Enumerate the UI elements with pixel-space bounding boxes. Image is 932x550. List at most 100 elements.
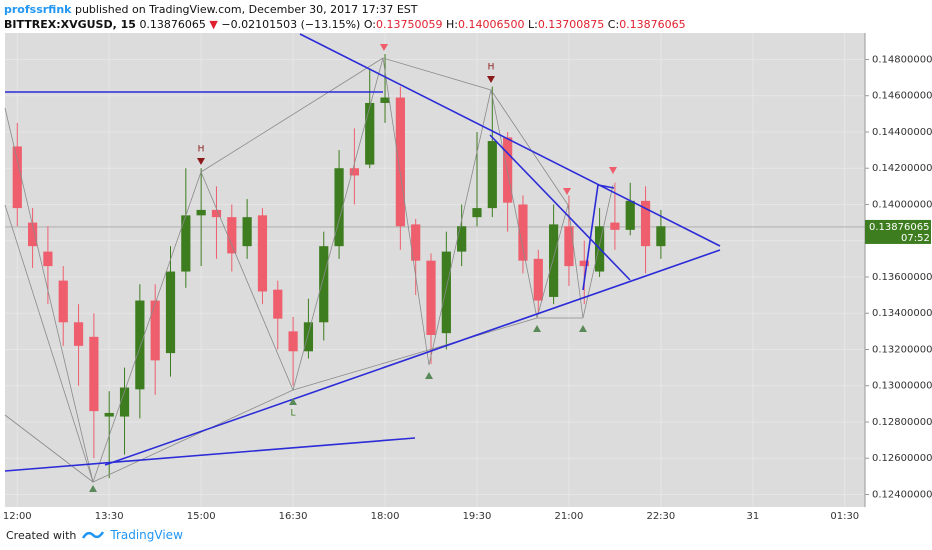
candle-body [349,168,359,176]
y-tick-label: 0.14200000 [872,163,932,174]
y-tick-label: 0.13400000 [872,308,932,319]
x-tick-label: 21:00 [555,511,584,522]
candle-body [288,331,298,352]
y-tick-label: 0.13000000 [872,381,932,392]
marker [609,167,617,174]
h: 0.14006500 [457,18,525,31]
candle-body [303,322,314,352]
y-tick-label: 0.13600000 [872,272,932,283]
marker [289,398,297,405]
x-tick-label: 19:30 [463,511,492,522]
y-tick-label: 0.12600000 [872,453,932,464]
candle-body [549,224,559,297]
marker [89,485,97,492]
candle-body [211,209,222,218]
candle-body [104,412,114,417]
o-label: O: [363,18,377,31]
candle-body [564,226,574,267]
x-tick-label: 31 [746,511,759,522]
x-tick-label: 01:30 [830,511,859,522]
l: 0.13700875 [537,18,605,31]
change: −0.02101503 (−13.15%) [221,18,361,31]
trend-line [582,184,615,291]
o: 0.13750059 [376,18,443,31]
candle-body [518,204,528,261]
candle-body [227,217,237,254]
candle-body [89,336,99,412]
y-tick-label: 0.13200000 [872,344,932,355]
candle-body [27,222,38,247]
candle-body [656,226,666,247]
candle-body [625,200,635,230]
candle-body [472,208,482,218]
x-tick-label: 15:00 [187,511,216,522]
candle-body [165,271,176,354]
candle-body [73,322,84,346]
x-tick-label: 12:00 [3,511,32,522]
zigzag [4,317,583,483]
candle-body [441,251,451,334]
candle-body [395,97,405,227]
candle-body [457,226,467,252]
header-line-1: profssrfink published on TradingView.com… [4,2,686,17]
candle-body [58,280,68,323]
y-tick-label: 0.14800000 [872,54,932,65]
drawings [4,33,721,492]
x-tick-label: 22:30 [646,511,675,522]
annotation: L [290,409,295,419]
candle-body [150,300,160,361]
zigzag [4,57,614,484]
candle-body [334,168,344,247]
candle-body [610,222,620,230]
last-price-box [865,219,931,244]
l-label: L: [527,18,538,31]
zigzag [200,57,569,206]
marker [563,188,571,195]
candle-body [503,137,513,203]
published: published on TradingView.com, December 3… [74,3,418,16]
arrow: ▼ [209,18,218,31]
c-label: C: [607,18,620,31]
zigzag [4,107,94,483]
candle-body [533,258,543,301]
marker [579,325,587,332]
trend-line [104,249,721,466]
y-tick-label: 0.14400000 [872,127,932,138]
h-label: H: [446,18,458,31]
marker [197,158,205,165]
candle-body [579,260,589,267]
last: 0.13876065 [139,18,206,31]
chart: H H L 0.148000000.146000000.144000000.14… [3,33,932,522]
annotation: H [488,63,495,73]
header-line-2: BITTREX:XVGUSD, 15 0.13876065 ▼ −0.02101… [4,17,686,32]
y-tick-label: 0.12800000 [872,417,932,428]
marker [380,44,388,51]
trend-line [299,33,721,247]
candle-body [487,141,497,209]
grid [5,33,865,507]
y-tick-label: 0.14600000 [872,91,932,102]
created-with: Created with [6,528,77,542]
brand[interactable]: TradingView [110,528,183,542]
candle-body [119,387,130,417]
author[interactable]: profssrfink [4,3,72,16]
countdown: 07:52 [901,233,930,244]
x-tick-label: 13:30 [95,511,124,522]
candle-body [135,300,145,390]
candle-body [257,215,268,292]
candle-body [273,289,283,319]
candle-body [426,260,436,335]
c: 0.13876065 [619,18,686,31]
candle-body [411,224,421,261]
marker [487,76,495,83]
y-tick-label: 0.14000000 [872,199,932,210]
annotation: H [198,145,205,155]
trend-line [4,437,416,472]
y-tick-label: 0.12400000 [872,489,932,500]
candle-body [365,102,375,165]
candle-body [12,146,22,209]
symbol: BITTREX:XVGUSD, 15 [4,18,136,31]
axes: 0.14800000 0.14600000 0.14400000 0.14200000… [3,54,932,522]
marker [425,372,433,379]
